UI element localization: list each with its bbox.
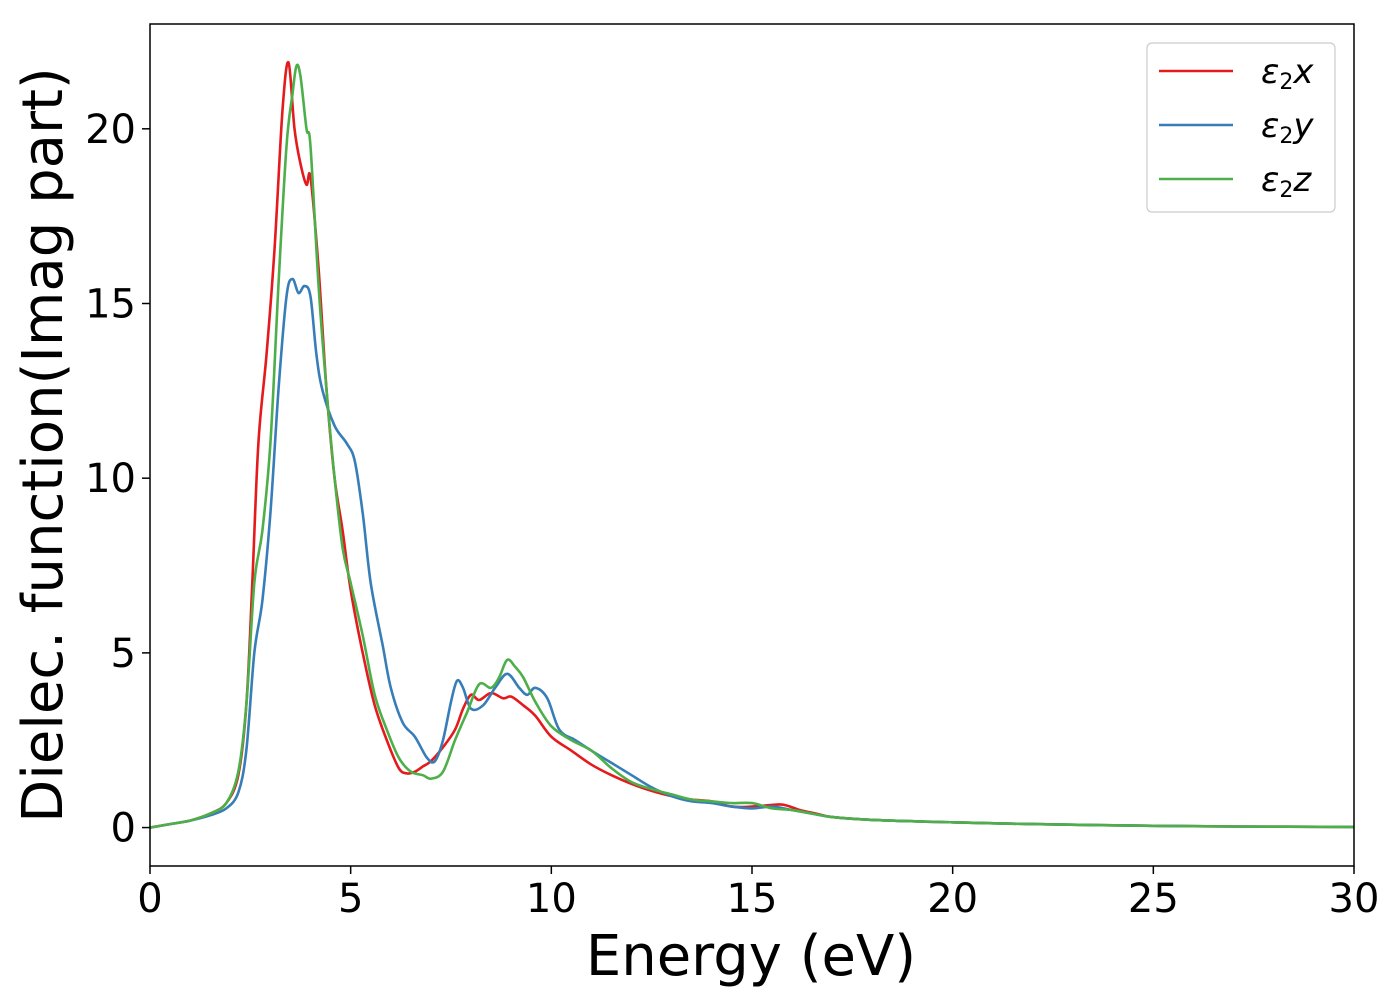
y-axis-ticks: 0 5 10 15 20 [85,107,150,852]
x-tick-label: 20 [927,876,978,922]
x-tick-label: 10 [526,876,577,922]
x-tick-label: 5 [338,876,363,922]
x-axis-title: Energy (eV) [586,924,916,989]
legend: ε2x ε2y ε2z [1146,42,1336,213]
legend-label-1: ε2y [1261,106,1314,149]
x-tick-label: 15 [727,876,778,922]
y-tick-label: 5 [111,631,136,677]
x-tick-label: 0 [137,876,162,922]
x-axis-ticks: 0 5 10 15 20 25 30 [137,866,1379,922]
y-tick-label: 10 [85,456,136,502]
y-tick-label: 0 [111,806,136,852]
x-tick-label: 30 [1329,876,1380,922]
legend-label-2: ε2z [1261,160,1312,203]
y-tick-label: 15 [85,282,136,328]
series-layer [149,61,1355,829]
y-axis-title: Dielec. function(Imag part) [11,67,76,823]
series-line-2 [149,63,1355,829]
legend-box [1146,42,1336,213]
y-tick-label: 20 [85,107,136,153]
series-line-1 [149,277,1355,829]
legend-label-0: ε2x [1261,52,1314,95]
x-tick-label: 25 [1128,876,1179,922]
